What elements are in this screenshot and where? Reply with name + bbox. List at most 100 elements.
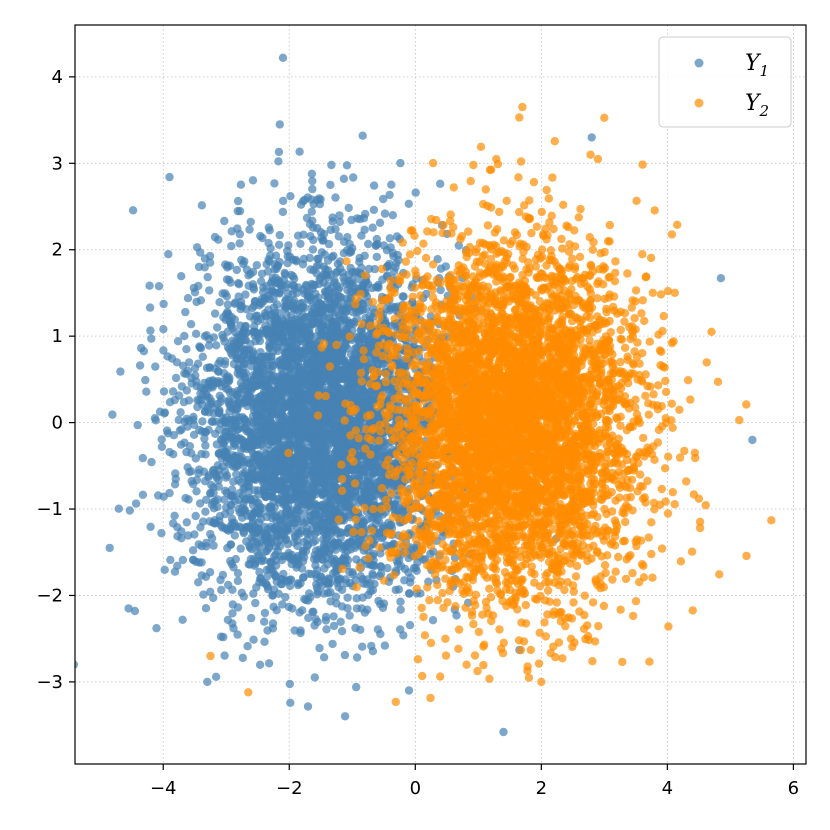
data-point: [305, 350, 314, 360]
data-point: [364, 239, 373, 249]
data-point: [328, 377, 337, 386]
data-point: [249, 285, 259, 294]
data-point: [342, 161, 352, 170]
data-point: [200, 434, 209, 443]
data-point: [329, 477, 338, 487]
data-point: [108, 410, 117, 419]
data-point: [227, 241, 236, 251]
data-point: [210, 516, 219, 525]
data-point: [264, 223, 273, 232]
data-point: [268, 524, 278, 534]
data-point: [358, 131, 367, 140]
data-point: [312, 269, 321, 278]
data-point: [336, 264, 345, 273]
data-point: [217, 585, 226, 595]
data-point: [157, 442, 167, 451]
data-point: [332, 439, 341, 448]
data-point: [281, 484, 291, 494]
data-point: [287, 270, 296, 280]
data-point: [230, 521, 239, 531]
data-point: [254, 421, 264, 430]
data-point: [261, 540, 270, 549]
data-point: [322, 578, 332, 587]
data-point: [196, 296, 206, 305]
data-point: [344, 370, 353, 379]
data-point: [356, 395, 365, 404]
data-point: [385, 259, 394, 269]
data-point: [323, 273, 332, 282]
data-point: [274, 240, 284, 249]
data-point: [152, 624, 161, 633]
data-point: [239, 363, 248, 372]
data-point: [268, 277, 277, 286]
data-point: [360, 225, 369, 234]
data-point: [313, 223, 322, 233]
data-point: [214, 367, 223, 376]
data-point: [361, 209, 370, 219]
data-point: [406, 578, 415, 587]
data-point: [352, 555, 361, 564]
data-point: [274, 467, 283, 476]
data-point: [220, 216, 229, 226]
data-point: [151, 362, 160, 371]
data-point: [195, 342, 204, 351]
data-point: [396, 625, 405, 634]
data-point: [277, 315, 287, 324]
data-point: [298, 377, 307, 386]
data-point: [256, 277, 266, 286]
data-point: [177, 272, 186, 281]
data-point: [355, 253, 364, 263]
data-point: [155, 407, 165, 416]
data-point: [305, 332, 314, 341]
data-point: [256, 514, 266, 524]
data-point: [278, 196, 288, 206]
data-point: [348, 570, 357, 579]
data-point: [217, 382, 226, 391]
data-point: [276, 516, 285, 525]
data-point: [220, 509, 230, 519]
data-point: [340, 712, 350, 721]
data-point: [368, 223, 377, 232]
data-point: [202, 542, 211, 551]
data-point: [274, 494, 283, 504]
data-point: [330, 298, 339, 307]
data-point: [160, 565, 169, 574]
data-point: [291, 372, 300, 381]
data-point: [305, 220, 315, 229]
data-point: [271, 556, 280, 565]
data-point: [335, 451, 344, 460]
data-point: [185, 467, 194, 477]
data-point: [321, 526, 330, 535]
data-point: [245, 225, 254, 234]
data-point: [308, 484, 318, 493]
data-point: [201, 507, 210, 516]
data-point: [275, 230, 284, 240]
data-point: [237, 302, 247, 311]
data-point: [284, 241, 293, 250]
data-point: [172, 358, 182, 367]
data-point: [312, 421, 321, 430]
data-point: [276, 457, 285, 466]
data-point: [280, 336, 289, 346]
data-point: [157, 529, 166, 538]
data-point: [205, 286, 214, 295]
data-point: [238, 370, 247, 380]
data-point: [228, 426, 237, 436]
data-point: [251, 598, 260, 608]
data-point: [194, 469, 203, 478]
data-point: [273, 386, 283, 395]
data-point: [229, 624, 238, 633]
data-point: [298, 326, 308, 335]
data-point: [297, 564, 307, 573]
data-point: [286, 192, 295, 201]
data-point: [241, 335, 250, 345]
data-point: [290, 530, 299, 540]
data-point: [303, 702, 313, 711]
data-point: [296, 579, 305, 588]
data-point: [188, 555, 198, 565]
data-point: [363, 515, 372, 524]
data-point: [300, 303, 309, 312]
data-point: [290, 421, 300, 431]
data-point: [363, 605, 372, 614]
data-point: [191, 371, 200, 380]
